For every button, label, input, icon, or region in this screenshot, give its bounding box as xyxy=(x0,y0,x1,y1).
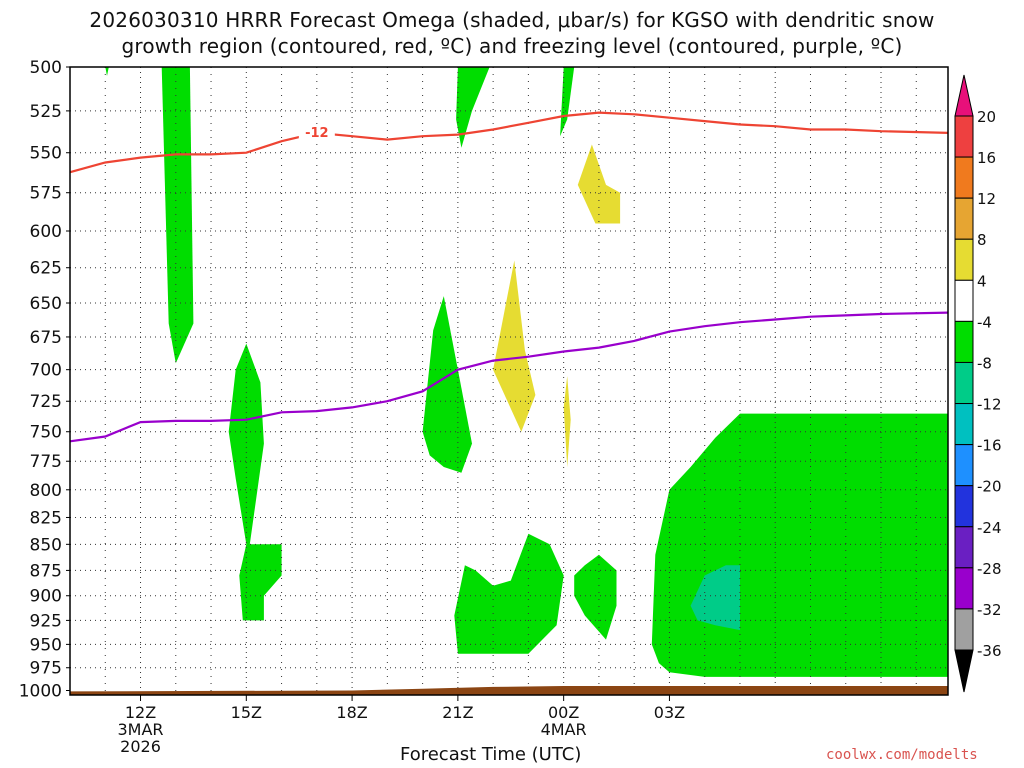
omega-region-1 xyxy=(105,67,109,76)
x-tick-label: 21Z xyxy=(442,703,473,722)
x-tick-label: 3MAR xyxy=(117,720,163,739)
x-tick-label: 2026 xyxy=(120,737,161,756)
colorbar-label: -20 xyxy=(977,478,1002,496)
colorbar-label: -32 xyxy=(977,601,1002,619)
ground-layer xyxy=(70,686,948,695)
y-tick-label: 1000 xyxy=(19,682,62,702)
x-tick-label: 03Z xyxy=(654,703,685,722)
colorbar: 20 16 12 8 4 -4 -8 -12 -16 -20 -24 -28 -32 -36 xyxy=(954,74,1002,693)
omega-region-4 xyxy=(456,67,490,148)
colorbar-label: 12 xyxy=(977,190,996,208)
omega-region-6 xyxy=(454,533,564,654)
y-tick-label: 800 xyxy=(30,481,62,501)
site-watermark: coolwx.com/modelts xyxy=(826,747,978,763)
x-tick-label: 15Z xyxy=(231,703,262,722)
y-tick-label: 550 xyxy=(30,144,62,164)
colorbar-segment xyxy=(954,238,974,281)
y-tick-label: 725 xyxy=(30,392,62,412)
colorbar-segment xyxy=(954,361,974,405)
colorbar-label: -16 xyxy=(977,437,1002,455)
omega-region-0 xyxy=(161,67,194,364)
colorbar-segment xyxy=(954,279,974,322)
omega-region-10 xyxy=(493,260,536,432)
colorbar-label: 20 xyxy=(977,108,996,126)
omega-region-9 xyxy=(690,565,740,631)
y-tick-label: 500 xyxy=(30,58,62,78)
y-tick-label: 850 xyxy=(30,535,62,555)
colorbar-segment xyxy=(954,197,974,240)
colorbar-label: -4 xyxy=(977,313,992,331)
y-tick-label: 900 xyxy=(30,587,62,607)
colorbar-label: -8 xyxy=(977,354,992,372)
omega-region-5 xyxy=(560,67,575,137)
plot-frame xyxy=(69,66,949,696)
y-tick-label: 825 xyxy=(30,508,62,528)
colorbar-label: -24 xyxy=(977,519,1002,537)
colorbar-segment xyxy=(954,320,974,363)
colorbar-label: 4 xyxy=(977,272,987,290)
colorbar-top-arrow xyxy=(954,74,974,117)
omega-region-3 xyxy=(422,296,472,473)
chart-title-line1: 2026030310 HRRR Forecast Omega (shaded, … xyxy=(89,8,935,32)
x-tick-label: 4MAR xyxy=(541,720,587,739)
x-tick-label: 18Z xyxy=(336,703,367,722)
omega-region-7 xyxy=(574,554,617,640)
y-tick-label: 650 xyxy=(30,294,62,314)
colorbar-label: -28 xyxy=(977,560,1002,578)
colorbar-segment xyxy=(954,567,974,610)
y-tick-label: 950 xyxy=(30,635,62,655)
y-tick-label: 625 xyxy=(30,259,62,279)
omega-shading-layer xyxy=(105,67,948,677)
omega-region-11 xyxy=(563,376,571,467)
colorbar-label: -36 xyxy=(977,642,1002,660)
omega-region-8 xyxy=(651,413,948,677)
y-axis-ticks: 500 525 550 575 600 625 650 675 700 725 750 775 800 8… xyxy=(19,58,70,702)
contour-line-0 xyxy=(69,111,949,174)
contour-line-1 xyxy=(69,311,949,443)
y-tick-label: 925 xyxy=(30,611,62,631)
y-tick-label: 975 xyxy=(30,659,62,679)
y-tick-label: 700 xyxy=(30,361,62,381)
contour-label-bg xyxy=(298,124,335,139)
omega-region-2 xyxy=(228,343,282,621)
y-tick-label: 675 xyxy=(30,328,62,348)
y-tick-label: 525 xyxy=(30,102,62,122)
colorbar-segment xyxy=(954,444,974,487)
x-axis-label: Forecast Time (UTC) xyxy=(400,744,582,765)
x-tick-label: 12Z xyxy=(125,703,156,722)
y-tick-label: 575 xyxy=(30,184,62,204)
colorbar-segment xyxy=(954,156,974,199)
colorbar-segment xyxy=(954,485,974,528)
contour-layer: -12 xyxy=(69,111,949,443)
omega-region-12 xyxy=(577,144,621,224)
y-tick-label: 600 xyxy=(30,222,62,242)
y-tick-label: 875 xyxy=(30,561,62,581)
y-tick-label: 750 xyxy=(30,423,62,443)
colorbar-segment xyxy=(954,403,974,446)
colorbar-bottom-arrow xyxy=(954,649,974,693)
colorbar-label: -12 xyxy=(977,396,1002,414)
chart-title-line2: growth region (contoured, red, ºC) and f… xyxy=(121,34,903,58)
colorbar-segment xyxy=(954,115,974,158)
colorbar-label: 8 xyxy=(977,231,987,249)
contour-label: -12 xyxy=(305,126,329,141)
colorbar-segment xyxy=(954,526,974,569)
y-tick-label: 775 xyxy=(30,452,62,472)
colorbar-segment xyxy=(954,608,974,651)
colorbar-label: 16 xyxy=(977,149,996,167)
x-tick-label: 00Z xyxy=(548,703,579,722)
ground-surface xyxy=(70,686,948,695)
